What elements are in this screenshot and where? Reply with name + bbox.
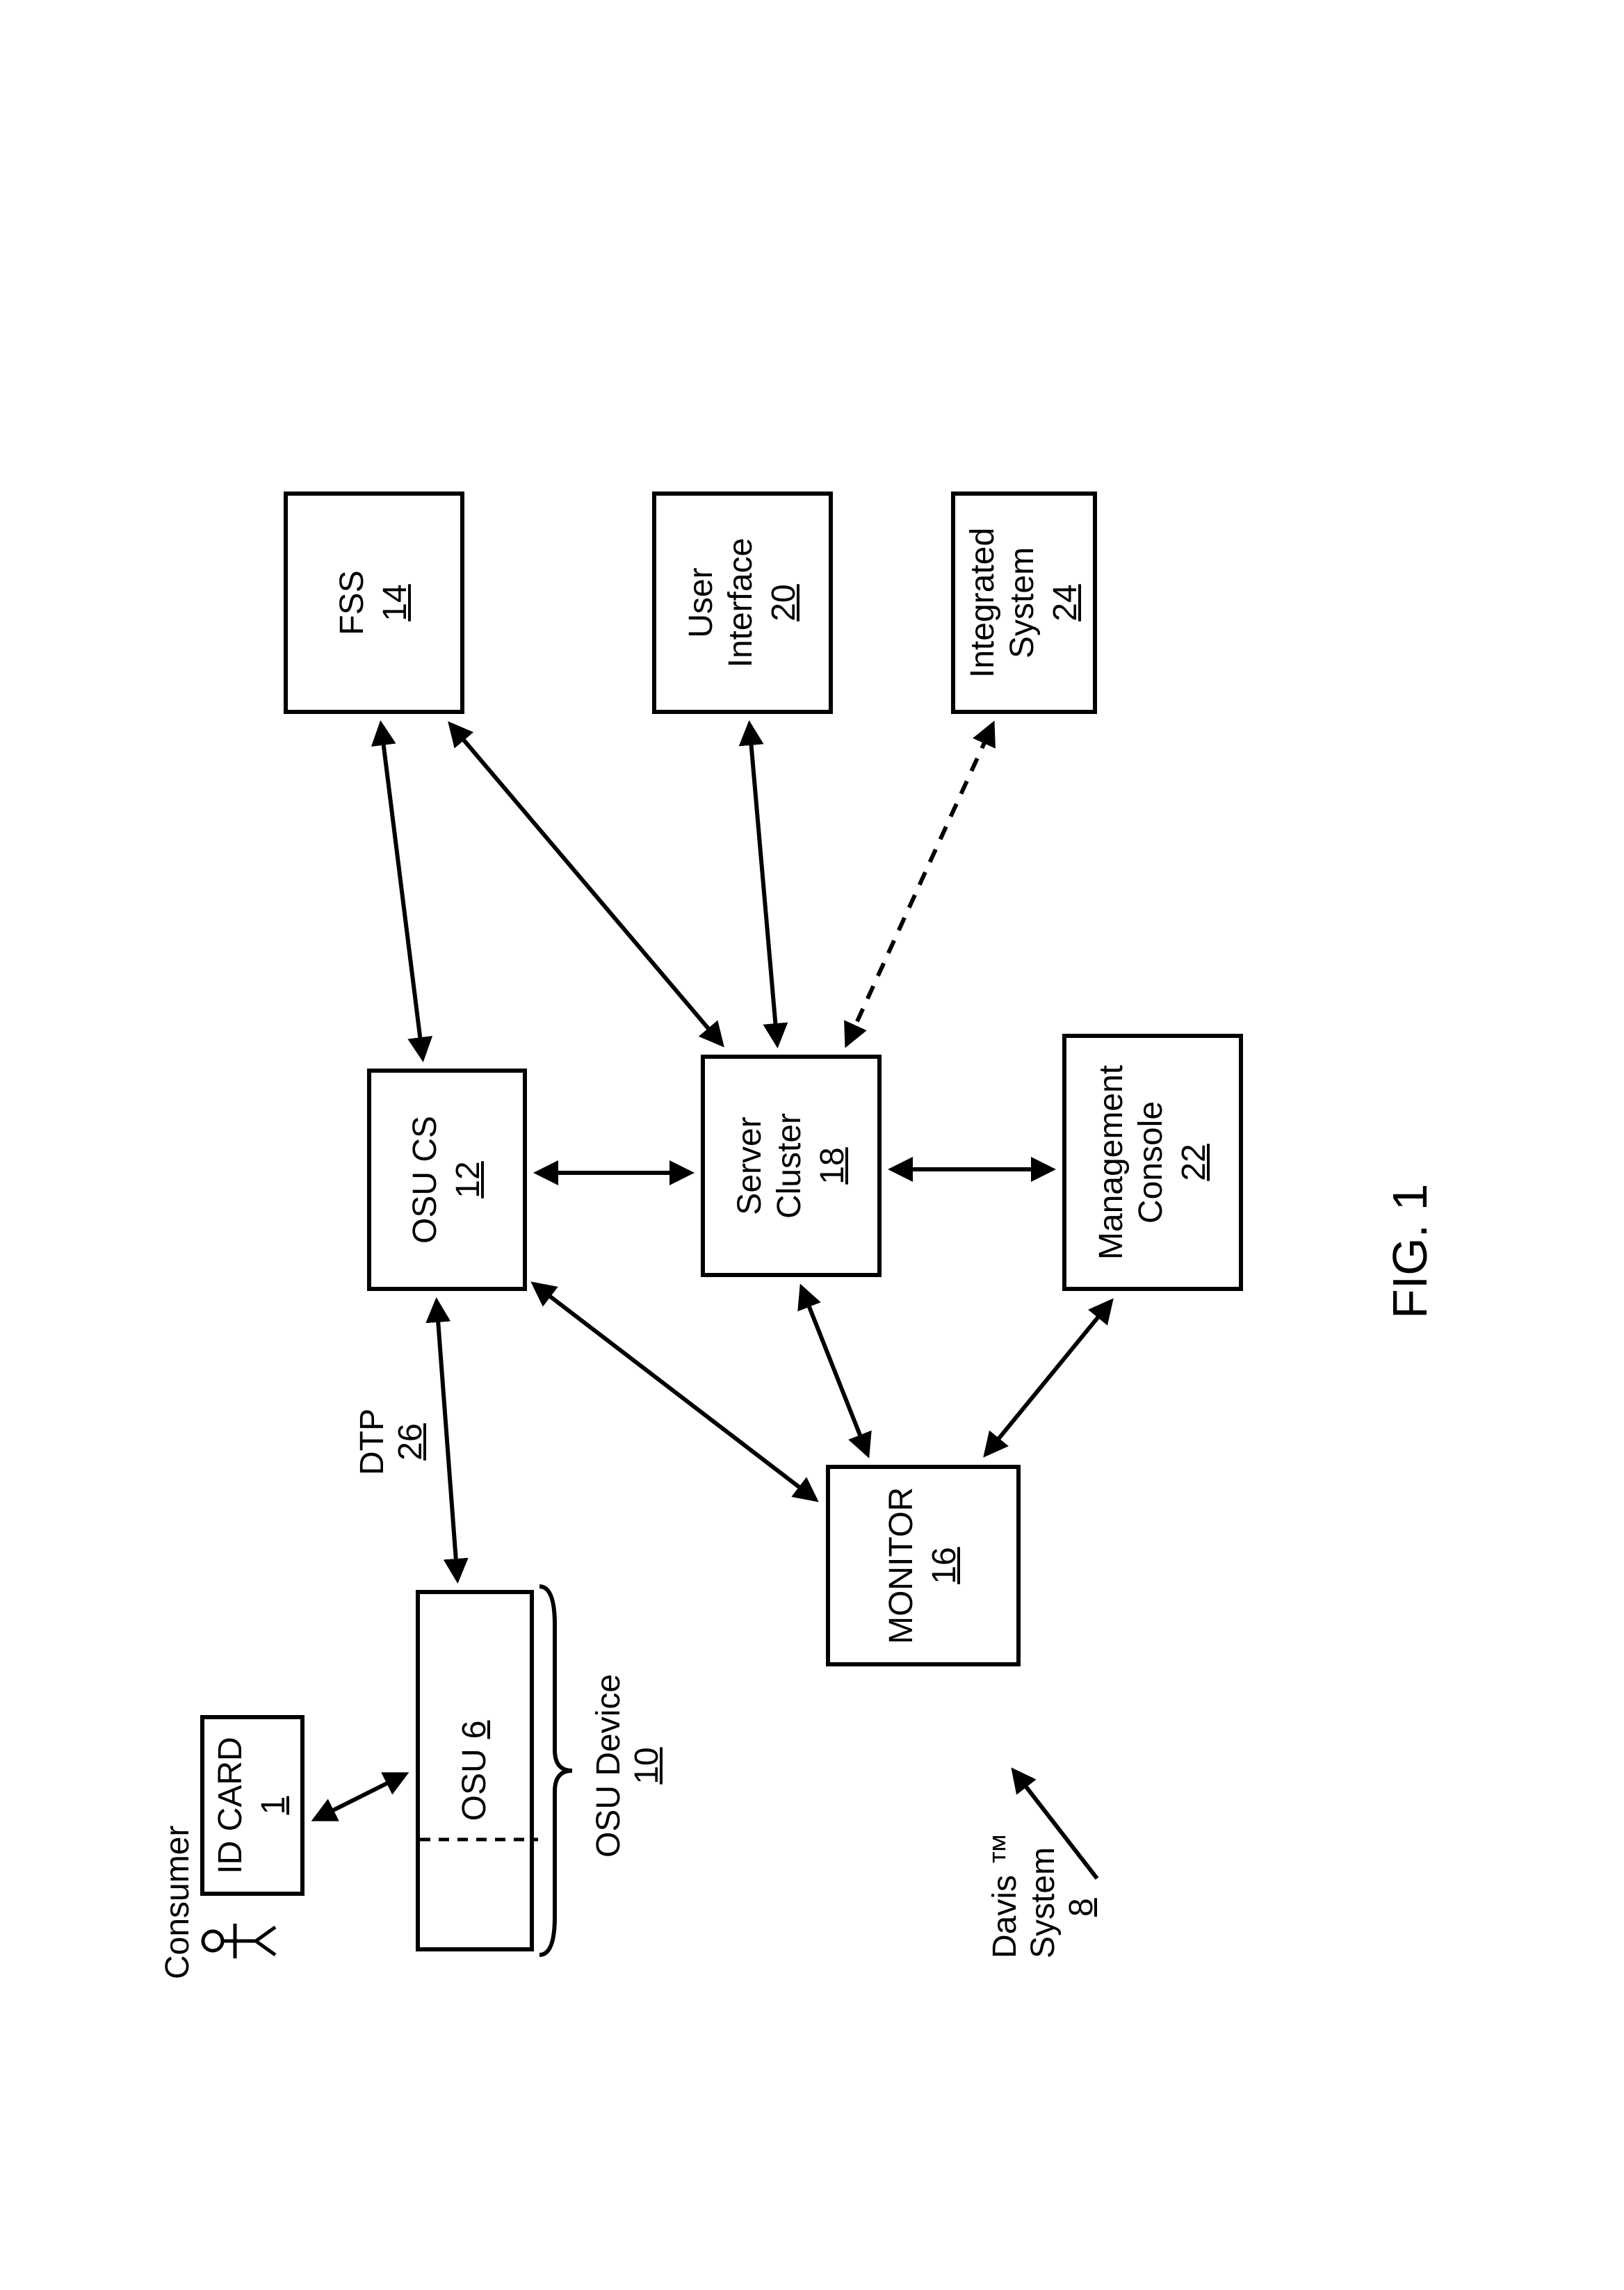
davis-num: 8 bbox=[1062, 1833, 1101, 1917]
user-interface-num: 20 bbox=[764, 584, 804, 621]
osu-cs-box: OSU CS 12 bbox=[367, 1069, 527, 1291]
osu-cs-label: OSU CS bbox=[405, 1116, 446, 1244]
monitor-label: MONITOR bbox=[882, 1487, 922, 1644]
monitor-num: 16 bbox=[925, 1547, 965, 1584]
mgmt-console-label2: Console bbox=[1131, 1101, 1171, 1224]
user-interface-label2: Interface bbox=[721, 538, 761, 668]
server-cluster-box: Server Cluster 18 bbox=[701, 1055, 882, 1277]
server-cluster-label1: Server bbox=[730, 1116, 770, 1215]
id-card-box: ID CARD 1 bbox=[200, 1715, 304, 1896]
consumer-label: Consumer bbox=[159, 1826, 197, 1979]
monitor-box: MONITOR 16 bbox=[826, 1465, 1021, 1666]
integrated-system-label1: Integrated bbox=[963, 528, 1003, 678]
server-cluster-label2: Cluster bbox=[770, 1113, 810, 1219]
davis-sublabel: System bbox=[1024, 1833, 1062, 1958]
osu-cs-num: 12 bbox=[448, 1161, 489, 1198]
osu-device-brace bbox=[534, 1576, 593, 1965]
consumer-icon bbox=[200, 1920, 280, 1962]
davis-label-group: Davis ™ System 8 bbox=[986, 1833, 1101, 1958]
id-card-num: 1 bbox=[254, 1796, 294, 1815]
osu-device-num: 10 bbox=[628, 1674, 666, 1858]
user-interface-box: User Interface 20 bbox=[652, 492, 833, 714]
osu-num: 6 bbox=[455, 1721, 495, 1739]
fss-box: FSS 14 bbox=[284, 492, 464, 714]
osu-label: OSU bbox=[455, 1748, 495, 1821]
osu-device-label-group: OSU Device 10 bbox=[590, 1674, 666, 1858]
osu-box: OSU 6 bbox=[416, 1590, 534, 1951]
mgmt-console-num: 22 bbox=[1174, 1144, 1215, 1180]
integrated-system-label2: System bbox=[1002, 547, 1043, 658]
figure-label: FIG. 1 bbox=[1382, 1184, 1438, 1319]
integrated-system-box: Integrated System 24 bbox=[951, 492, 1097, 714]
integrated-system-num: 24 bbox=[1046, 584, 1086, 621]
fss-label: FSS bbox=[332, 570, 373, 635]
dtp-num: 26 bbox=[391, 1408, 430, 1475]
osu-device-label: OSU Device bbox=[590, 1674, 628, 1858]
davis-label: Davis ™ bbox=[986, 1833, 1024, 1958]
id-card-label: ID CARD bbox=[211, 1737, 251, 1874]
user-interface-label1: User bbox=[681, 567, 722, 638]
mgmt-console-box: Management Console 22 bbox=[1062, 1034, 1243, 1291]
diagram-root: Consumer ID CARD 1 OSU 6 OSU Device 10 bbox=[117, 172, 1507, 2118]
mgmt-console-label1: Management bbox=[1091, 1065, 1132, 1260]
fss-num: 14 bbox=[375, 584, 416, 621]
dtp-label-group: DTP 26 bbox=[353, 1408, 430, 1475]
dtp-label: DTP bbox=[353, 1408, 391, 1475]
server-cluster-num: 18 bbox=[813, 1147, 853, 1184]
